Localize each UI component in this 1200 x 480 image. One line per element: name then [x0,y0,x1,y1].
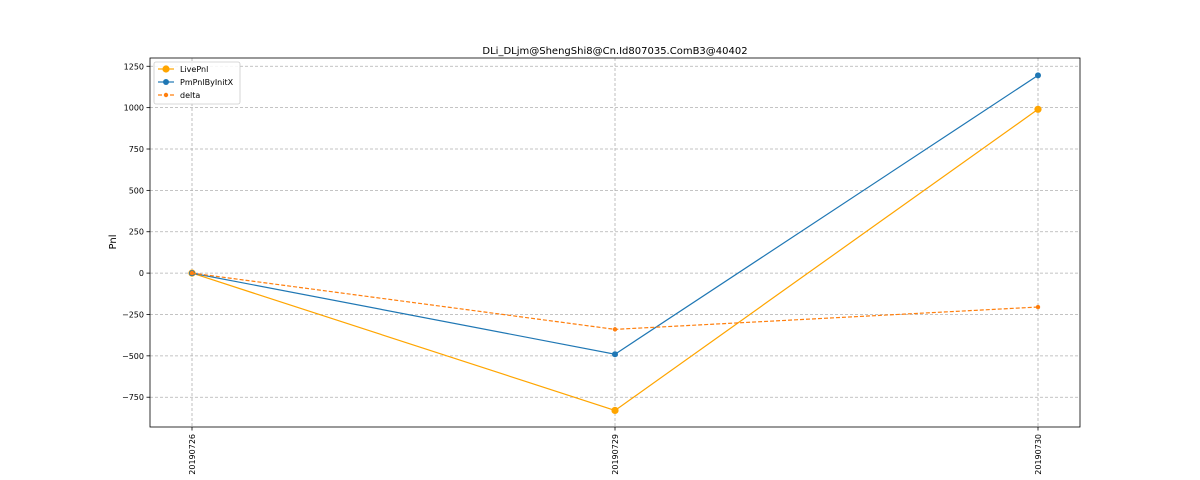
y-tick-label: −750 [122,393,144,402]
y-tick-label: 0 [139,269,144,278]
data-point-pmpnlbyinitx [612,351,618,358]
y-tick-label: 1250 [124,62,144,71]
data-point-pmpnlbyinitx [1035,72,1041,79]
y-tick-label: 250 [129,228,144,237]
x-tick-label: 20190730 [1034,434,1043,475]
axes: −750 −500 −250 0 250 500 750 1000 1250 20190726 20… [122,62,1043,474]
series-group [188,72,1042,415]
y-tick-label: 500 [129,186,144,195]
x-tick-label: 20190726 [188,434,197,475]
y-axis-label: Pnl [108,235,119,250]
legend-marker-pmpnlbyinitx [163,79,169,85]
legend-marker-delta [163,92,169,98]
y-tick-label: −250 [122,310,144,319]
legend-marker-livepnl [162,65,170,73]
y-tick-label: −500 [122,352,144,361]
data-point-livepnl [611,406,619,415]
legend-frame [153,61,241,105]
x-tick-label: 20190729 [611,434,620,475]
legend-label-pmpnlbyinitx: PmPnlByInitX [180,78,234,87]
data-point-delta [189,270,195,276]
y-tick-label: 1000 [124,104,144,113]
legend-label-delta: delta [180,91,200,100]
data-point-delta [612,327,618,332]
data-point-livepnl [1034,105,1042,113]
legend: LivePnl PmPnlByInitX delta [153,61,241,105]
legend-label-livepnl: LivePnl [180,65,208,74]
y-tick-label: 750 [129,145,144,154]
chart-title: DLi_DLjm@ShengShi8@Cn.Id807035.ComB3@404… [482,46,747,57]
data-point-delta [1035,304,1041,310]
